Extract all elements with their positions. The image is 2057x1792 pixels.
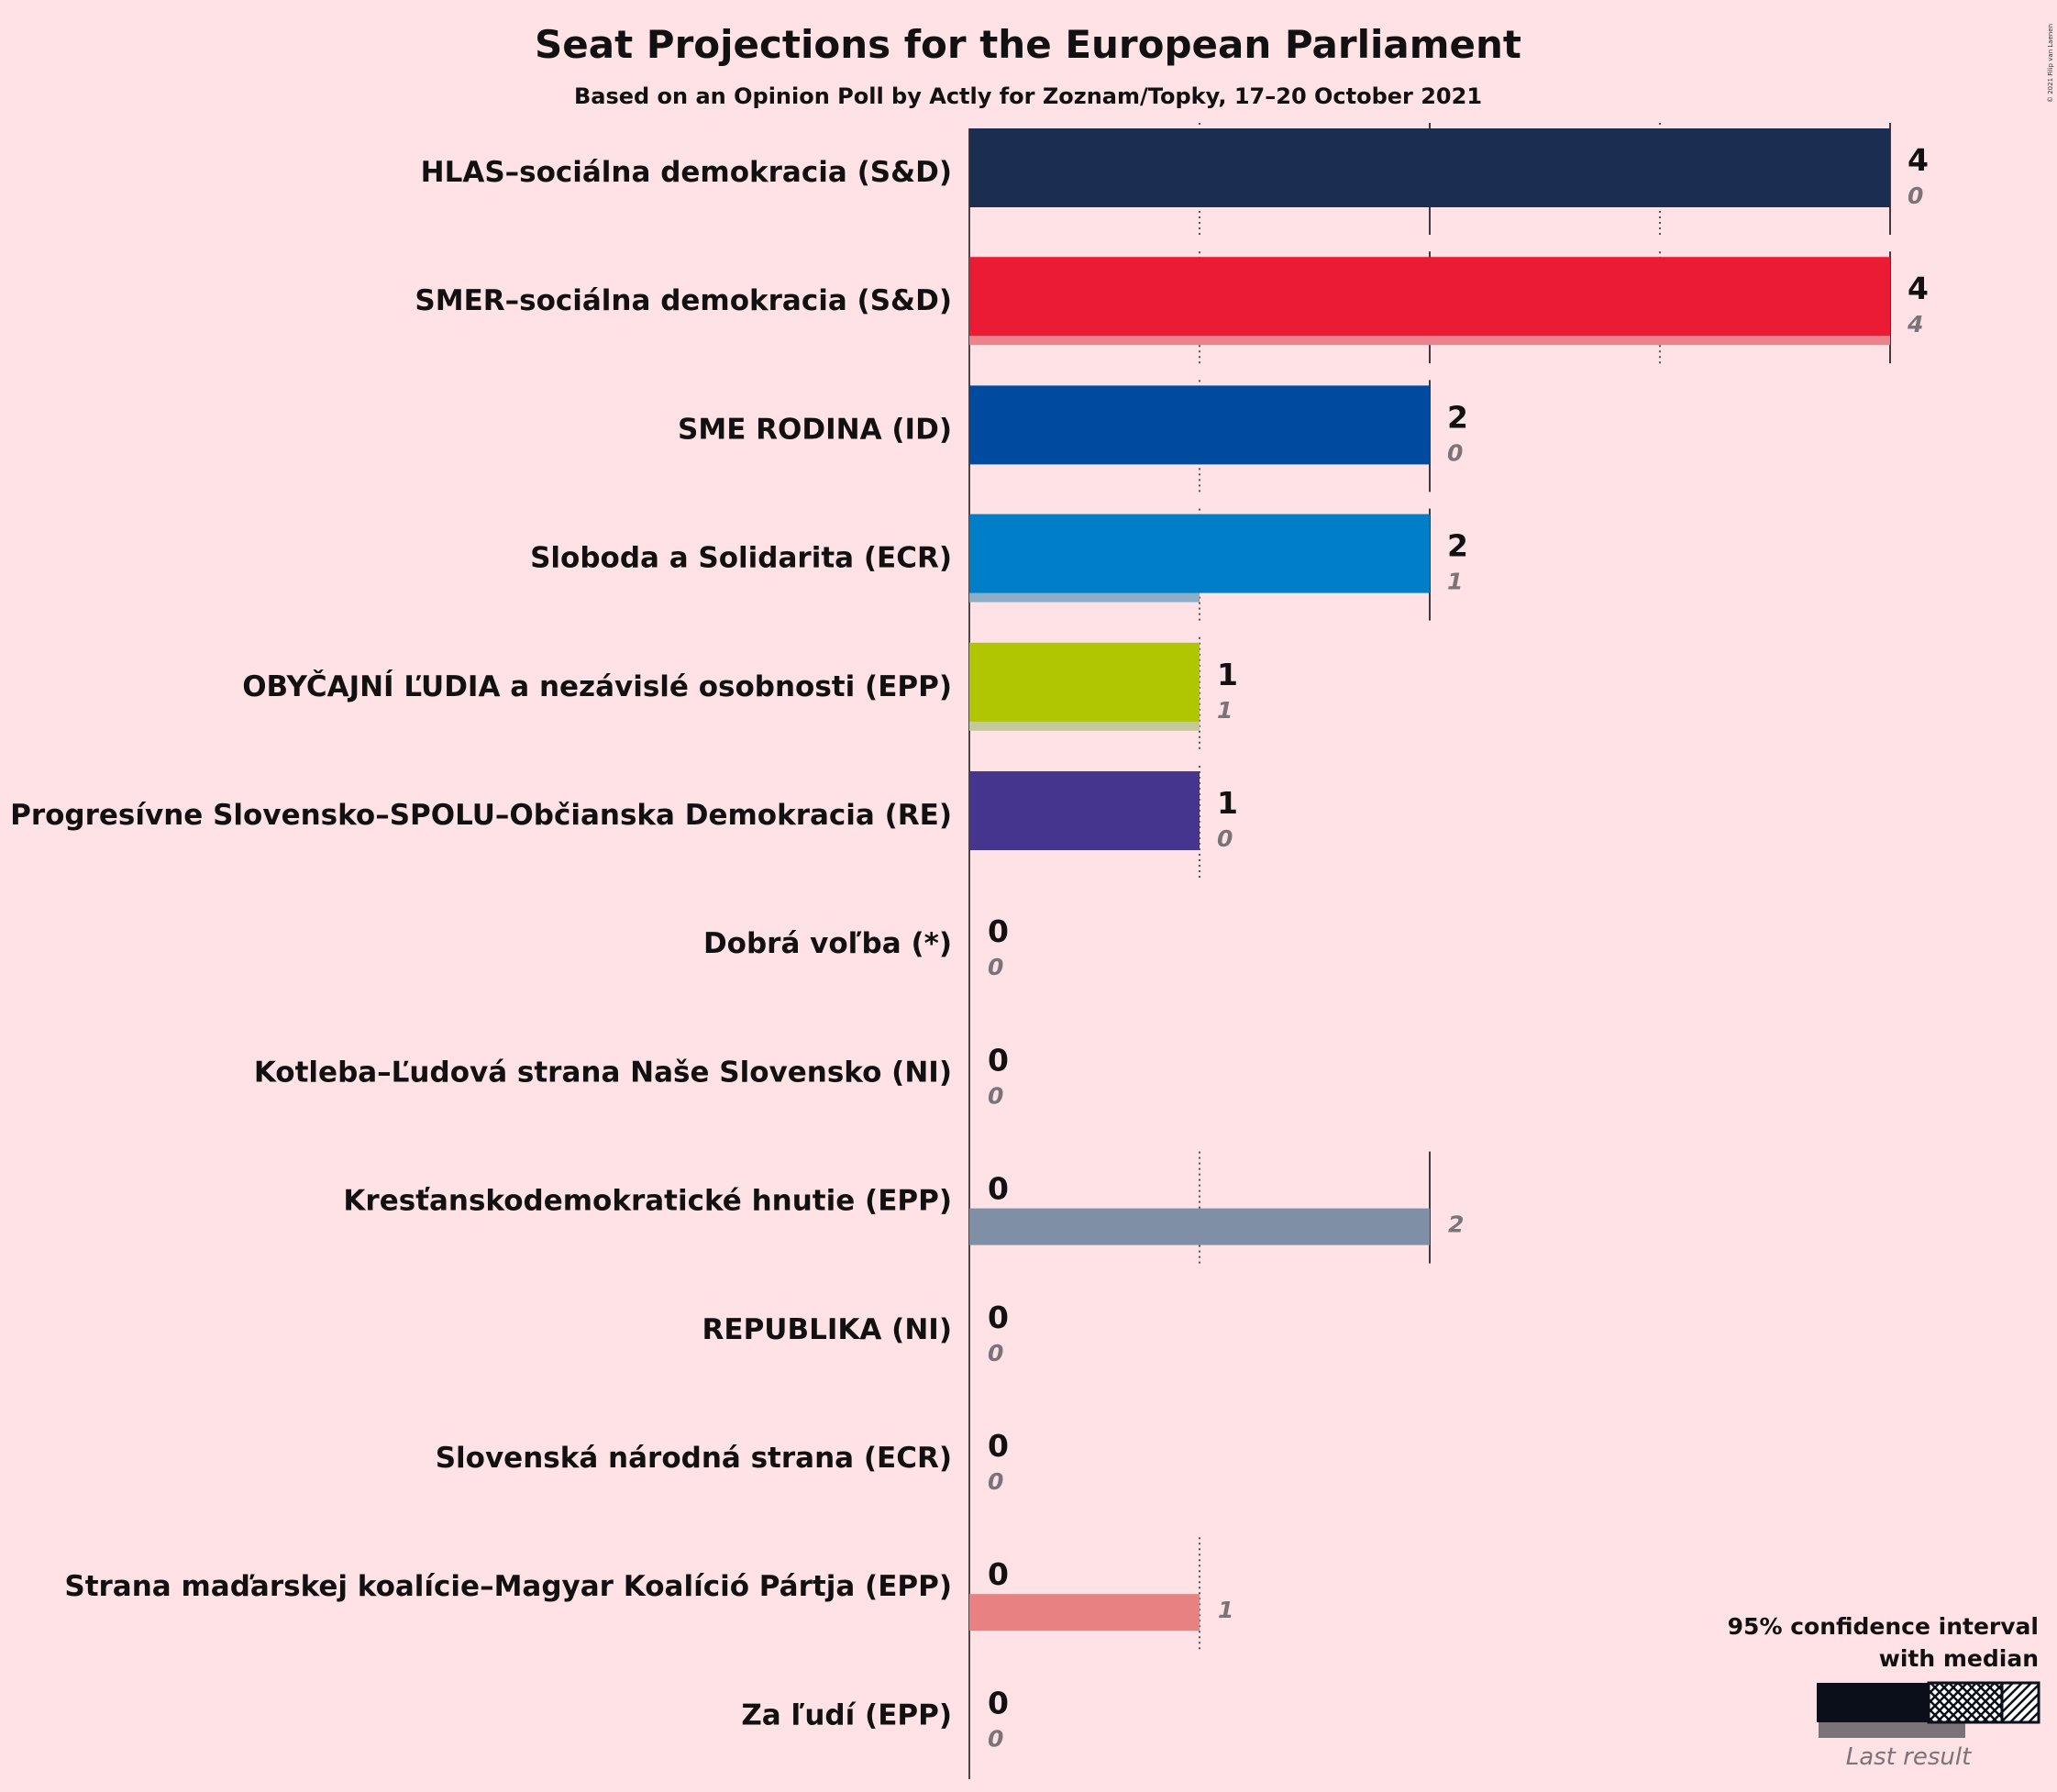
party-1-projection-bar: [969, 128, 1890, 207]
legend-last-result-swatch: [1819, 1720, 1965, 1738]
party-6-projection-bar: [969, 771, 1200, 850]
party-8-last-result-label: 0: [988, 1082, 1003, 1109]
party-4-median-label: 2: [1447, 528, 1468, 564]
party-1-median-label: 4: [1908, 142, 1929, 178]
party-3-last-result-label: 0: [1447, 439, 1463, 466]
party-12-last-result-bar: [969, 1594, 1200, 1632]
copyright-note: © 2021 Filip van Laenen: [2047, 24, 2054, 103]
bars: [969, 128, 1890, 1632]
party-7-last-result-label: 0: [988, 954, 1003, 980]
party-10-median-label: 0: [988, 1300, 1009, 1335]
legend-ci-label-line2: with median: [1879, 1645, 2039, 1672]
party-9-last-result-label: 2: [1448, 1211, 1464, 1238]
party-7-median-label: 0: [988, 913, 1009, 949]
party-2-median-label: 4: [1908, 271, 1929, 306]
party-3-name: SME RODINA (ID): [678, 413, 952, 446]
chart-title: Seat Projections for the European Parlia…: [535, 22, 1521, 67]
party-5-median-label: 1: [1217, 657, 1238, 692]
party-1-last-result-label: 0: [1908, 183, 1923, 209]
party-2-projection-bar: [969, 257, 1890, 337]
party-9-median-label: 0: [988, 1171, 1009, 1207]
party-4-name: Sloboda a Solidarita (ECR): [530, 542, 952, 575]
party-5-last-result-label: 1: [1217, 697, 1233, 724]
party-6-name: Progresívne Slovensko–SPOLU–Občianska De…: [10, 799, 952, 832]
legend-ci-label-line1: 95% confidence interval: [1728, 1613, 2039, 1640]
party-10-last-result-label: 0: [988, 1340, 1003, 1366]
party-7-name: Dobrá voľba (*): [703, 927, 952, 960]
party-9-last-result-bar: [969, 1208, 1430, 1245]
party-13-name: Za ľudí (EPP): [741, 1698, 952, 1731]
party-5-projection-bar: [969, 642, 1200, 722]
party-1-name: HLAS–sociálna demokracia (S&D): [421, 156, 952, 189]
party-12-median-label: 0: [988, 1556, 1009, 1592]
party-12-name: Strana maďarskej koalície–Magyar Koalíci…: [64, 1570, 952, 1603]
party-2-last-result-label: 4: [1907, 311, 1923, 337]
party-6-last-result-label: 0: [1217, 825, 1233, 852]
party-8-median-label: 0: [988, 1042, 1009, 1078]
legend-ci-hatch-swatch: [2000, 1681, 2040, 1724]
labels: HLAS–sociálna demokracia (S&D) 4 0 SMER–soc…: [10, 142, 1929, 1752]
legend-ci-crosshatch-swatch: [1927, 1681, 2004, 1724]
party-3-median-label: 2: [1447, 399, 1468, 435]
party-13-median-label: 0: [988, 1685, 1009, 1720]
legend-last-result-label: Last result: [1846, 1743, 1972, 1771]
party-3-projection-bar: [969, 385, 1430, 465]
party-6-median-label: 1: [1217, 785, 1238, 821]
party-11-name: Slovenská národná strana (ECR): [436, 1442, 952, 1475]
legend: 95% confidence interval with median Last…: [1728, 1613, 2040, 1771]
party-11-last-result-label: 0: [988, 1468, 1003, 1495]
chart-subtitle: Based on an Opinion Poll by Actly for Zo…: [574, 83, 1482, 109]
party-12-last-result-label: 1: [1218, 1597, 1233, 1623]
party-4-projection-bar: [969, 514, 1430, 593]
party-9-name: Kresťanskodemokratické hnutie (EPP): [343, 1185, 952, 1218]
party-5-name: OBYČAJNÍ ĽUDIA a nezávislé osobnosti (EP…: [242, 669, 952, 703]
party-8-name: Kotleba–Ľudová strana Naše Slovensko (NI…: [254, 1056, 952, 1089]
party-10-name: REPUBLIKA (NI): [702, 1313, 952, 1346]
party-4-last-result-label: 1: [1447, 569, 1463, 595]
gridlines: [968, 123, 1891, 1779]
legend-ci-solid-swatch: [1817, 1683, 1929, 1722]
party-13-last-result-label: 0: [988, 1725, 1003, 1752]
party-2-name: SMER–sociálna demokracia (S&D): [415, 284, 952, 317]
party-11-median-label: 0: [988, 1428, 1009, 1464]
